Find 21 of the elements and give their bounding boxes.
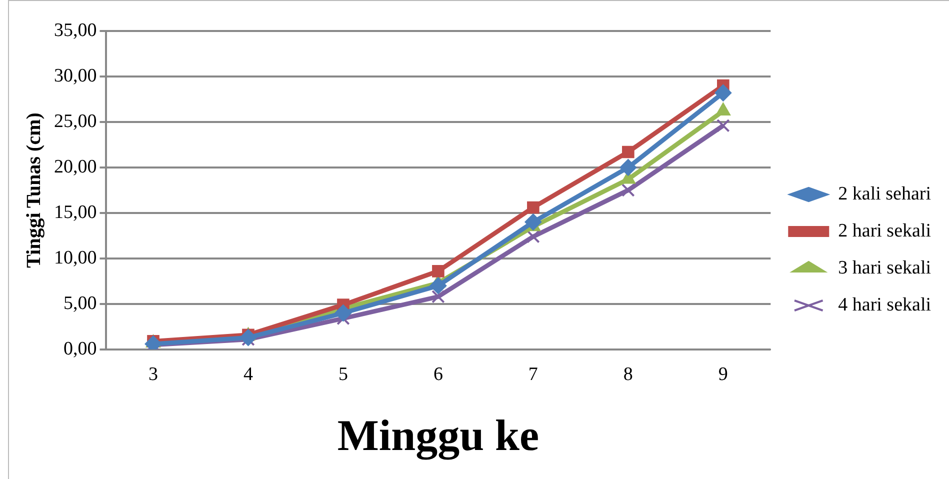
y-tick-label: 20,00 (54, 156, 97, 178)
x-tick-label: 5 (338, 364, 348, 385)
y-tick-label: 35,00 (54, 20, 97, 41)
legend-label: 2 kali sehari (838, 183, 931, 204)
x-tick-label: 9 (718, 364, 728, 385)
x-axis-title: Minggu ke (337, 410, 540, 460)
x-tick-label: 6 (433, 364, 443, 385)
legend-label: 2 hari sekali (838, 220, 931, 242)
y-tick-label: 15,00 (54, 202, 97, 223)
legend-label: 4 hari sekali (838, 294, 931, 316)
y-tick-label: 10,00 (54, 247, 97, 268)
y-tick-label: 0,00 (64, 338, 97, 360)
x-tick-label: 8 (623, 364, 633, 385)
legend-label: 3 hari sekali (838, 257, 931, 278)
y-axis-title: Tinggi Tunas (cm) (23, 112, 46, 268)
y-tick-label: 30,00 (54, 65, 97, 86)
y-tick-label: 25,00 (54, 110, 97, 132)
y-tick-label: 5,00 (64, 292, 97, 314)
x-tick-label: 4 (243, 364, 254, 385)
x-tick-label: 3 (148, 364, 158, 385)
x-tick-label: 7 (528, 364, 538, 385)
